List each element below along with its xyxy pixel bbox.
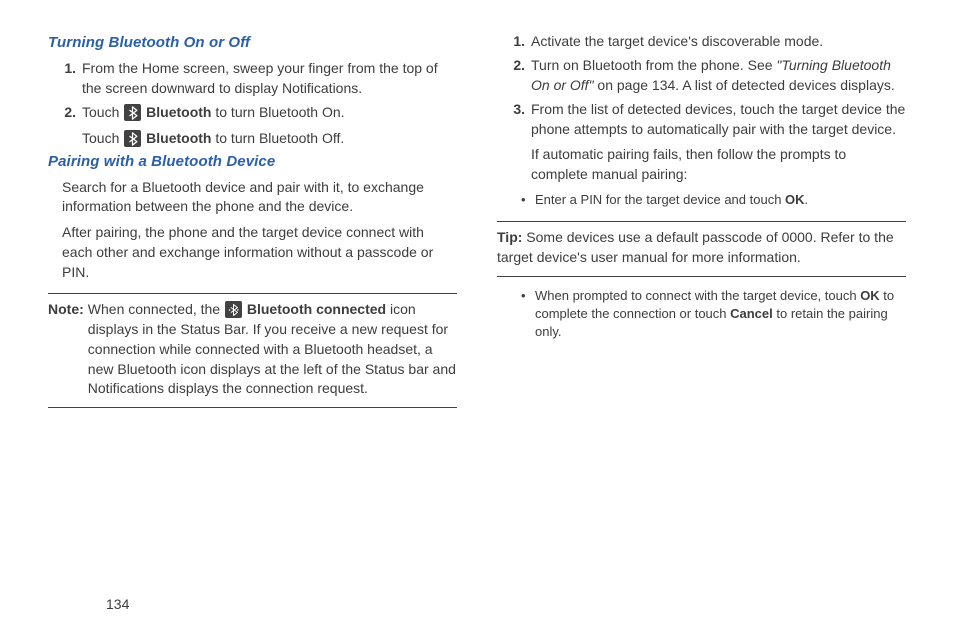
pairing-para-1: Search for a Bluetooth device and pair w…: [62, 178, 457, 218]
rstep-2-post: on page 134. A list of detected devices …: [594, 77, 895, 93]
step-2: 2. Touch Bluetooth to turn Bluetooth On.: [72, 103, 457, 123]
rstep-1-text: Activate the target device's discoverabl…: [531, 33, 823, 49]
pairing-para-2: After pairing, the phone and the target …: [62, 223, 457, 283]
bullet-connect: When prompted to connect with the target…: [525, 287, 906, 341]
rstep-1: 1. Activate the target device's discover…: [521, 32, 906, 52]
bullets-top: Enter a PIN for the target device and to…: [497, 191, 906, 209]
step-1: 1. From the Home screen, sweep your fing…: [72, 59, 457, 99]
bullets-bottom: When prompted to connect with the target…: [497, 287, 906, 341]
step-2b: Touch Bluetooth to turn Bluetooth Off.: [82, 129, 457, 149]
heading-pairing: Pairing with a Bluetooth Device: [48, 153, 457, 170]
bluetooth-connected-icon: [225, 301, 242, 318]
step-2a-bold: Bluetooth: [146, 104, 211, 120]
b1-bold: OK: [785, 192, 805, 207]
b2-bold1: OK: [860, 288, 880, 303]
note-pre: When connected, the: [88, 301, 224, 317]
b1-pre: Enter a PIN for the target device and to…: [535, 192, 785, 207]
b2-pre: When prompted to connect with the target…: [535, 288, 860, 303]
note-label: Note:: [48, 300, 88, 399]
pair-steps: 1. Activate the target device's discover…: [497, 32, 906, 139]
note-body: When connected, the Bluetooth connected …: [88, 300, 457, 399]
step-2b-post: to turn Bluetooth Off.: [211, 130, 344, 146]
page-number: 134: [106, 596, 129, 612]
tip-label: Tip:: [497, 229, 522, 245]
tip-block: Tip: Some devices use a default passcode…: [497, 221, 906, 277]
rstep-2: 2. Turn on Bluetooth from the phone. See…: [521, 56, 906, 96]
heading-turning-bluetooth: Turning Bluetooth On or Off: [48, 34, 457, 51]
left-column: Turning Bluetooth On or Off 1. From the …: [48, 32, 457, 408]
note-bold: Bluetooth connected: [247, 301, 386, 317]
step-1-text: From the Home screen, sweep your finger …: [82, 60, 438, 96]
tip-text: Some devices use a default passcode of 0…: [497, 229, 894, 265]
rstep-3b: If automatic pairing fails, then follow …: [531, 145, 906, 185]
b1-post: .: [805, 192, 809, 207]
step-2b-pre: Touch: [82, 130, 123, 146]
step-2b-bold: Bluetooth: [146, 130, 211, 146]
bluetooth-icon: [124, 104, 141, 121]
bullet-pin: Enter a PIN for the target device and to…: [525, 191, 906, 209]
right-column: 1. Activate the target device's discover…: [497, 32, 906, 408]
rstep-2-pre: Turn on Bluetooth from the phone. See: [531, 57, 776, 73]
bluetooth-icon: [124, 130, 141, 147]
b2-bold2: Cancel: [730, 306, 773, 321]
turn-on-steps: 1. From the Home screen, sweep your fing…: [48, 59, 457, 123]
note-block: Note: When connected, the Bluetooth conn…: [48, 293, 457, 408]
step-2a-pre: Touch: [82, 104, 123, 120]
rstep-3-text: From the list of detected devices, touch…: [531, 101, 905, 137]
step-2a-post: to turn Bluetooth On.: [211, 104, 344, 120]
rstep-3: 3. From the list of detected devices, to…: [521, 100, 906, 140]
